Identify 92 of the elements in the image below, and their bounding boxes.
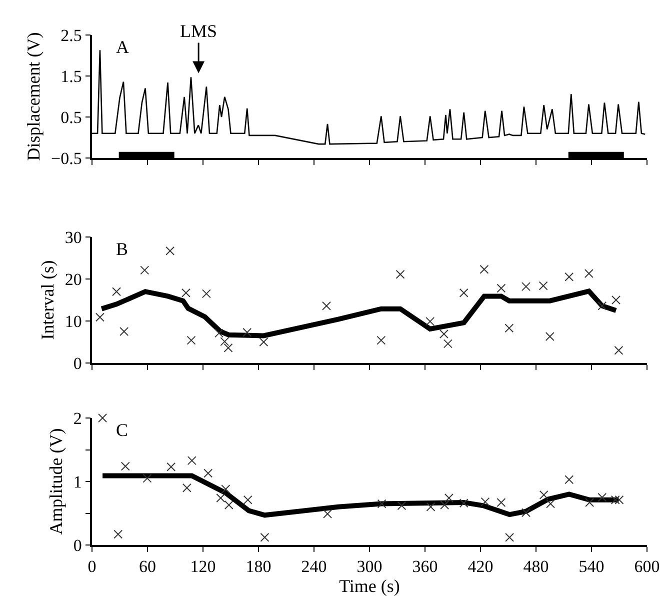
annotation: C xyxy=(116,420,128,440)
x-tick-label: 120 xyxy=(190,557,216,576)
point xyxy=(546,499,556,508)
point xyxy=(496,284,506,293)
point xyxy=(496,498,506,507)
point xyxy=(584,269,594,278)
y-tick-label: 1.5 xyxy=(60,66,82,86)
y-tick-label: 2.5 xyxy=(60,26,82,45)
point xyxy=(98,414,108,422)
y-tick-label: −0.5 xyxy=(51,148,82,168)
point xyxy=(322,301,331,310)
point xyxy=(564,475,574,484)
y-tick-label: 0 xyxy=(73,536,82,555)
point xyxy=(396,270,405,279)
point xyxy=(612,296,621,304)
x-tick-label: 600 xyxy=(634,557,660,576)
point xyxy=(444,494,454,503)
x-tick-label: 540 xyxy=(578,557,604,576)
point xyxy=(443,339,452,348)
point xyxy=(522,282,531,292)
annotation: LMS xyxy=(180,21,218,41)
point xyxy=(242,328,252,337)
point xyxy=(259,338,268,346)
point xyxy=(182,483,192,492)
point xyxy=(202,289,211,298)
point xyxy=(598,301,607,310)
point xyxy=(522,508,531,518)
point xyxy=(224,343,233,352)
point xyxy=(323,509,332,518)
point xyxy=(598,492,607,502)
point xyxy=(181,288,190,298)
x-tick-label: 60 xyxy=(139,557,156,576)
point xyxy=(166,462,176,472)
x-tick-label: 0 xyxy=(88,557,96,576)
point xyxy=(95,312,104,322)
y-tick-label: 2 xyxy=(73,408,82,428)
point xyxy=(142,474,152,483)
point xyxy=(610,495,620,504)
point xyxy=(480,264,489,274)
point xyxy=(114,530,123,539)
point xyxy=(545,332,554,342)
point xyxy=(120,462,130,471)
point xyxy=(224,500,234,510)
point xyxy=(614,346,624,355)
point xyxy=(440,500,450,510)
annotation: B xyxy=(116,239,128,259)
point xyxy=(538,281,548,290)
point xyxy=(221,484,230,494)
point xyxy=(426,316,435,326)
point xyxy=(459,498,468,508)
point xyxy=(166,246,175,256)
point xyxy=(377,499,386,508)
point xyxy=(260,532,270,542)
x-tick-label: 300 xyxy=(356,557,382,576)
x-tick-label: 240 xyxy=(301,557,327,576)
y-axis-title: Displacement (V) xyxy=(24,32,44,161)
point xyxy=(140,266,150,275)
x-tick-label: 480 xyxy=(523,557,549,576)
y-tick-label: 20 xyxy=(64,270,82,289)
point xyxy=(480,497,490,506)
point xyxy=(564,272,574,282)
point xyxy=(376,336,386,345)
point xyxy=(186,336,196,345)
point xyxy=(120,327,129,336)
point xyxy=(204,468,213,478)
point xyxy=(112,287,122,296)
annotation: A xyxy=(116,37,129,57)
point xyxy=(539,490,548,500)
point xyxy=(426,502,436,512)
point xyxy=(214,328,224,338)
point xyxy=(187,456,196,466)
x-tick-label: 420 xyxy=(468,557,494,576)
point xyxy=(505,532,514,542)
x-tick-label: 180 xyxy=(246,557,272,576)
y-tick-label: 1 xyxy=(73,472,82,492)
point xyxy=(397,501,406,510)
point xyxy=(614,495,624,504)
x-axis-title: Time (s) xyxy=(339,576,400,596)
x-tick-label: 360 xyxy=(412,557,438,576)
y-tick-label: 0.5 xyxy=(60,108,82,127)
point xyxy=(220,337,230,346)
y-tick-label: 0 xyxy=(73,354,82,373)
y-axis-title: Interval (s) xyxy=(38,260,58,340)
point xyxy=(216,494,226,503)
point xyxy=(585,498,594,507)
y-tick-label: 10 xyxy=(64,312,82,331)
point xyxy=(243,495,252,504)
point xyxy=(439,330,448,339)
point xyxy=(459,288,468,298)
point xyxy=(504,324,514,333)
y-tick-label: 30 xyxy=(64,228,82,247)
y-axis-title: Amplitude (V) xyxy=(46,428,66,535)
